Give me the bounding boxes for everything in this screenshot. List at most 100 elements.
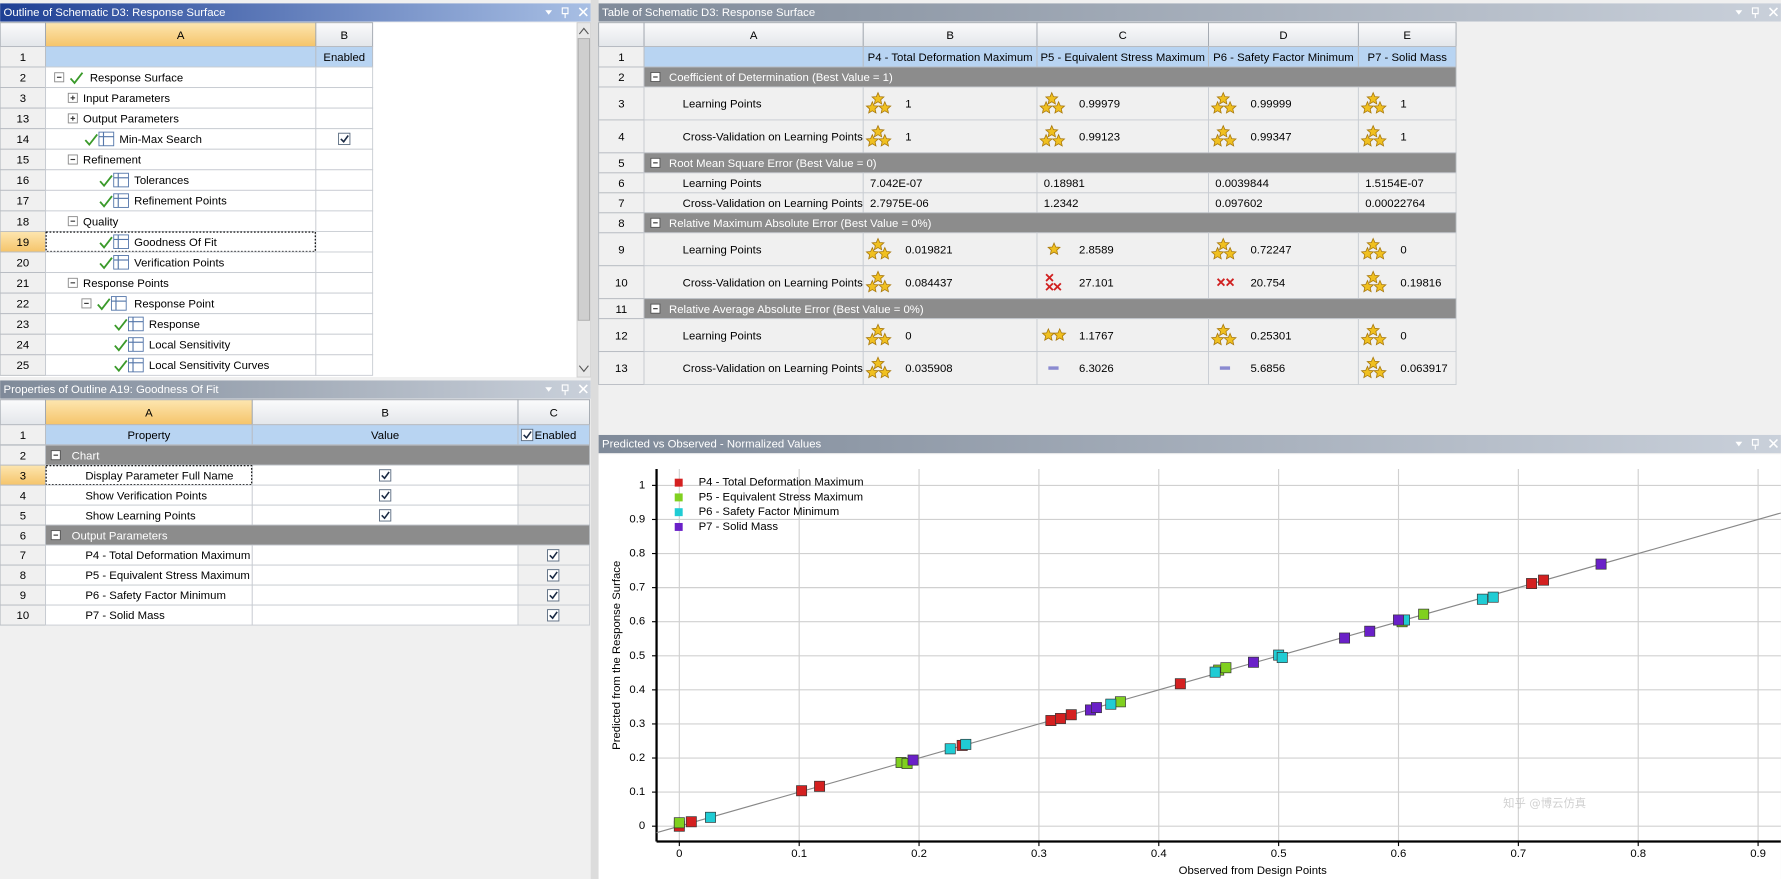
tree-label[interactable]: Input Parameters <box>83 93 170 105</box>
tree-label[interactable]: Response Points <box>83 278 169 290</box>
rating-star <box>1044 124 1059 138</box>
scrollbar-thumb[interactable] <box>577 38 591 321</box>
row-number-text: 3 <box>20 470 26 482</box>
dropdown-button[interactable] <box>545 10 553 15</box>
x-tick-label: 0.2 <box>911 848 927 860</box>
enabled-cell <box>517 464 591 486</box>
checkbox[interactable] <box>547 589 560 602</box>
value-cell <box>862 119 1038 154</box>
tree-label[interactable]: Response <box>149 319 200 331</box>
status-check <box>84 133 98 147</box>
value-cell <box>1357 119 1457 154</box>
close-button[interactable] <box>1768 7 1779 17</box>
data-point <box>1105 698 1117 710</box>
header-text: P6 - Safety Factor Minimum <box>1213 52 1354 64</box>
tree-label[interactable]: Local Sensitivity <box>149 340 231 352</box>
x-tick-label: 0.7 <box>1510 848 1526 860</box>
checkbox[interactable] <box>547 609 560 622</box>
rating-star <box>1360 332 1375 346</box>
tree-label[interactable]: Min-Max Search <box>119 134 202 146</box>
legend-label: P7 - Solid Mass <box>699 521 779 533</box>
rating-star <box>1360 133 1375 147</box>
rating-star <box>877 332 892 346</box>
checkbox[interactable] <box>520 428 534 442</box>
dropdown-button[interactable] <box>1735 441 1743 447</box>
selection-outline <box>45 231 316 253</box>
section-title: Chart <box>72 450 101 462</box>
rating-star <box>1373 100 1387 114</box>
enabled-cell <box>315 107 374 130</box>
row-number-text: 3 <box>20 93 26 105</box>
checkbox[interactable] <box>378 489 392 502</box>
close-button[interactable] <box>578 7 588 17</box>
tree-label[interactable]: Refinement Points <box>134 196 227 208</box>
tree-label[interactable]: Refinement <box>83 155 142 167</box>
value-cell <box>1357 265 1457 300</box>
enabled-cell <box>517 484 591 506</box>
x-tick-label: 0 <box>676 848 682 860</box>
checkbox[interactable] <box>378 469 392 482</box>
close-button[interactable] <box>578 384 588 394</box>
rating-star <box>1216 124 1231 138</box>
row-number <box>598 351 645 385</box>
checkbox[interactable] <box>338 132 351 146</box>
cell-value: 0.084437 <box>905 277 952 289</box>
tree-label[interactable]: Tolerances <box>134 175 189 187</box>
dropdown-button[interactable] <box>1735 10 1743 15</box>
label-cell <box>643 86 864 121</box>
rating-star <box>1366 323 1381 337</box>
scroll-up[interactable] <box>578 27 589 35</box>
checkbox[interactable] <box>547 569 560 582</box>
checkbox[interactable] <box>547 549 560 562</box>
tree-label[interactable]: Response Surface <box>90 72 183 84</box>
tree-label[interactable]: Local Sensitivity Curves <box>149 360 270 372</box>
tree-label[interactable]: Response Point <box>134 299 215 311</box>
row-number-text: 3 <box>618 99 624 111</box>
data-point <box>1339 632 1351 644</box>
row-number-text: 1 <box>20 430 26 442</box>
rating-star <box>1366 91 1381 105</box>
header-text: Enabled <box>323 52 365 64</box>
tree-label[interactable]: Output Parameters <box>83 114 179 126</box>
rating-dash <box>1048 366 1059 370</box>
scroll-down[interactable] <box>578 365 589 373</box>
rating-star <box>871 356 885 370</box>
pin-button[interactable] <box>1751 438 1759 450</box>
rating-star <box>1373 279 1387 293</box>
row-number-text: 23 <box>17 319 30 331</box>
enabled-cell <box>315 66 374 89</box>
row-number-text: 10 <box>17 610 30 622</box>
data-point <box>1276 652 1288 663</box>
status-check <box>99 257 113 270</box>
checkbox[interactable] <box>378 509 392 522</box>
pin-button[interactable] <box>561 7 569 19</box>
tree-label[interactable]: Verification Points <box>134 257 224 269</box>
header-text: Property <box>127 430 170 442</box>
value-cell <box>251 604 519 626</box>
cell-value: 27.101 <box>1079 277 1114 289</box>
row-number <box>598 265 645 300</box>
rating-star <box>877 133 892 147</box>
tree-label[interactable]: Goodness Of Fit <box>134 237 217 249</box>
section-row <box>45 444 591 466</box>
column-letter: B <box>381 407 389 419</box>
rating-star <box>1373 332 1387 346</box>
data-point <box>673 817 685 829</box>
dropdown-button[interactable] <box>545 387 553 392</box>
corner-header <box>0 399 47 426</box>
pin-button[interactable] <box>561 384 569 396</box>
column-letter: D <box>1279 30 1287 42</box>
close-button[interactable] <box>1768 438 1779 449</box>
pin-button[interactable] <box>1751 7 1759 19</box>
status-check <box>99 195 113 208</box>
value-cell <box>862 232 1038 267</box>
tree-label[interactable]: Quality <box>83 216 119 228</box>
checkbox-mark <box>549 611 558 620</box>
row-number <box>598 119 645 154</box>
status-check <box>114 318 128 332</box>
item-icon <box>113 172 129 188</box>
row-number-text: 5 <box>618 158 624 170</box>
row-label: Learning Points <box>683 178 762 190</box>
cell-value: 0 <box>1400 244 1406 256</box>
rating-star <box>1223 332 1237 346</box>
